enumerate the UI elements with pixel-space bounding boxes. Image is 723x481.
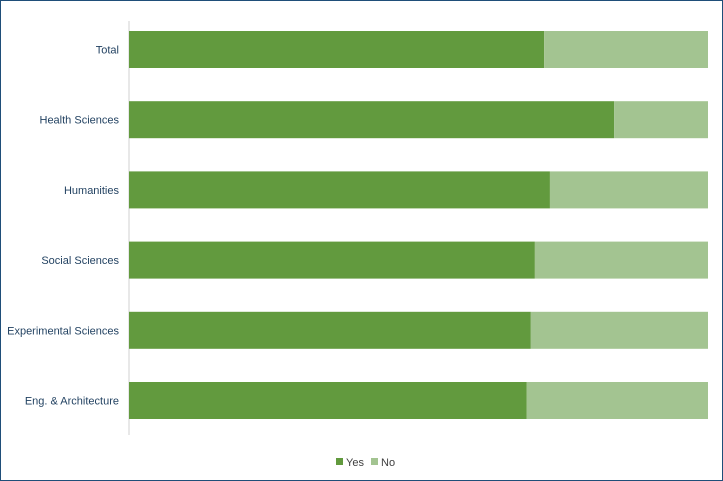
bar-no xyxy=(549,171,708,209)
legend-label: No xyxy=(381,457,395,469)
bar-no xyxy=(526,382,708,419)
bar-yes xyxy=(129,171,550,209)
category-label: Total xyxy=(96,45,119,57)
bar-no xyxy=(534,241,708,279)
legend-swatch-yes xyxy=(336,458,343,465)
category-label: Social Sciences xyxy=(41,255,119,267)
legend-swatch-no xyxy=(371,458,378,465)
category-label: Eng. & Architecture xyxy=(25,396,119,408)
bar-yes xyxy=(129,101,615,139)
bar-yes xyxy=(129,311,531,349)
bar-yes xyxy=(129,382,527,419)
category-label: Health Sciences xyxy=(40,115,120,127)
bar-no xyxy=(530,311,708,349)
bar-no xyxy=(544,31,708,68)
category-label: Experimental Sciences xyxy=(7,325,119,337)
legend-label: Yes xyxy=(346,457,364,469)
bar-yes xyxy=(129,31,545,68)
category-label: Humanities xyxy=(64,185,120,197)
bar-yes xyxy=(129,241,535,279)
bar-no xyxy=(614,101,708,139)
